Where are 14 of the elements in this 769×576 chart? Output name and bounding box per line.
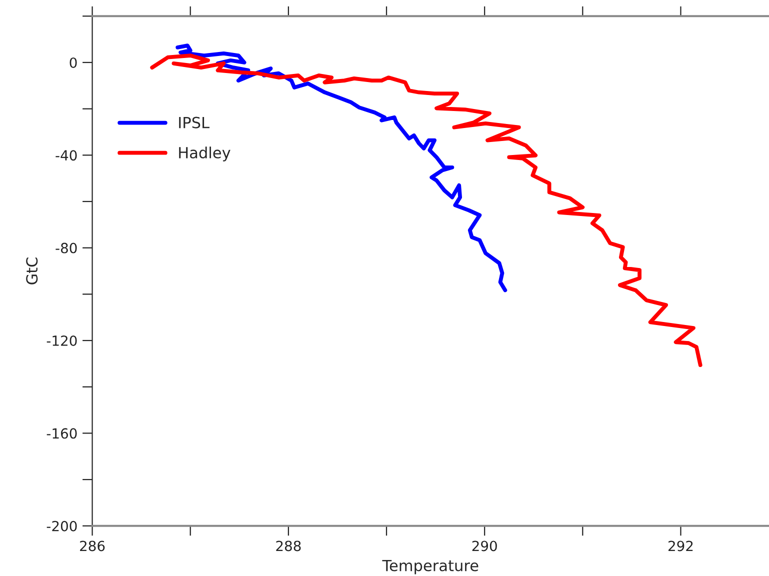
x-axis-title: Temperature <box>382 560 478 574</box>
x-tick-label: 290 <box>472 540 497 552</box>
x-tick-label: 286 <box>80 540 105 552</box>
legend-label: IPSL <box>179 116 210 128</box>
y-tick-label: 0 <box>70 57 77 68</box>
x-tick-label: 288 <box>276 540 301 552</box>
y-tick-label: -120 <box>46 335 77 346</box>
y-axis-title: GtC <box>26 258 38 284</box>
y-tick-label: -160 <box>46 428 77 439</box>
y-tick-label: -200 <box>46 520 77 532</box>
y-tick-label: -40 <box>56 150 77 161</box>
x-tick-label: 292 <box>668 540 693 552</box>
legend-label: Hadley <box>179 146 230 162</box>
y-tick-label: -80 <box>56 242 77 254</box>
